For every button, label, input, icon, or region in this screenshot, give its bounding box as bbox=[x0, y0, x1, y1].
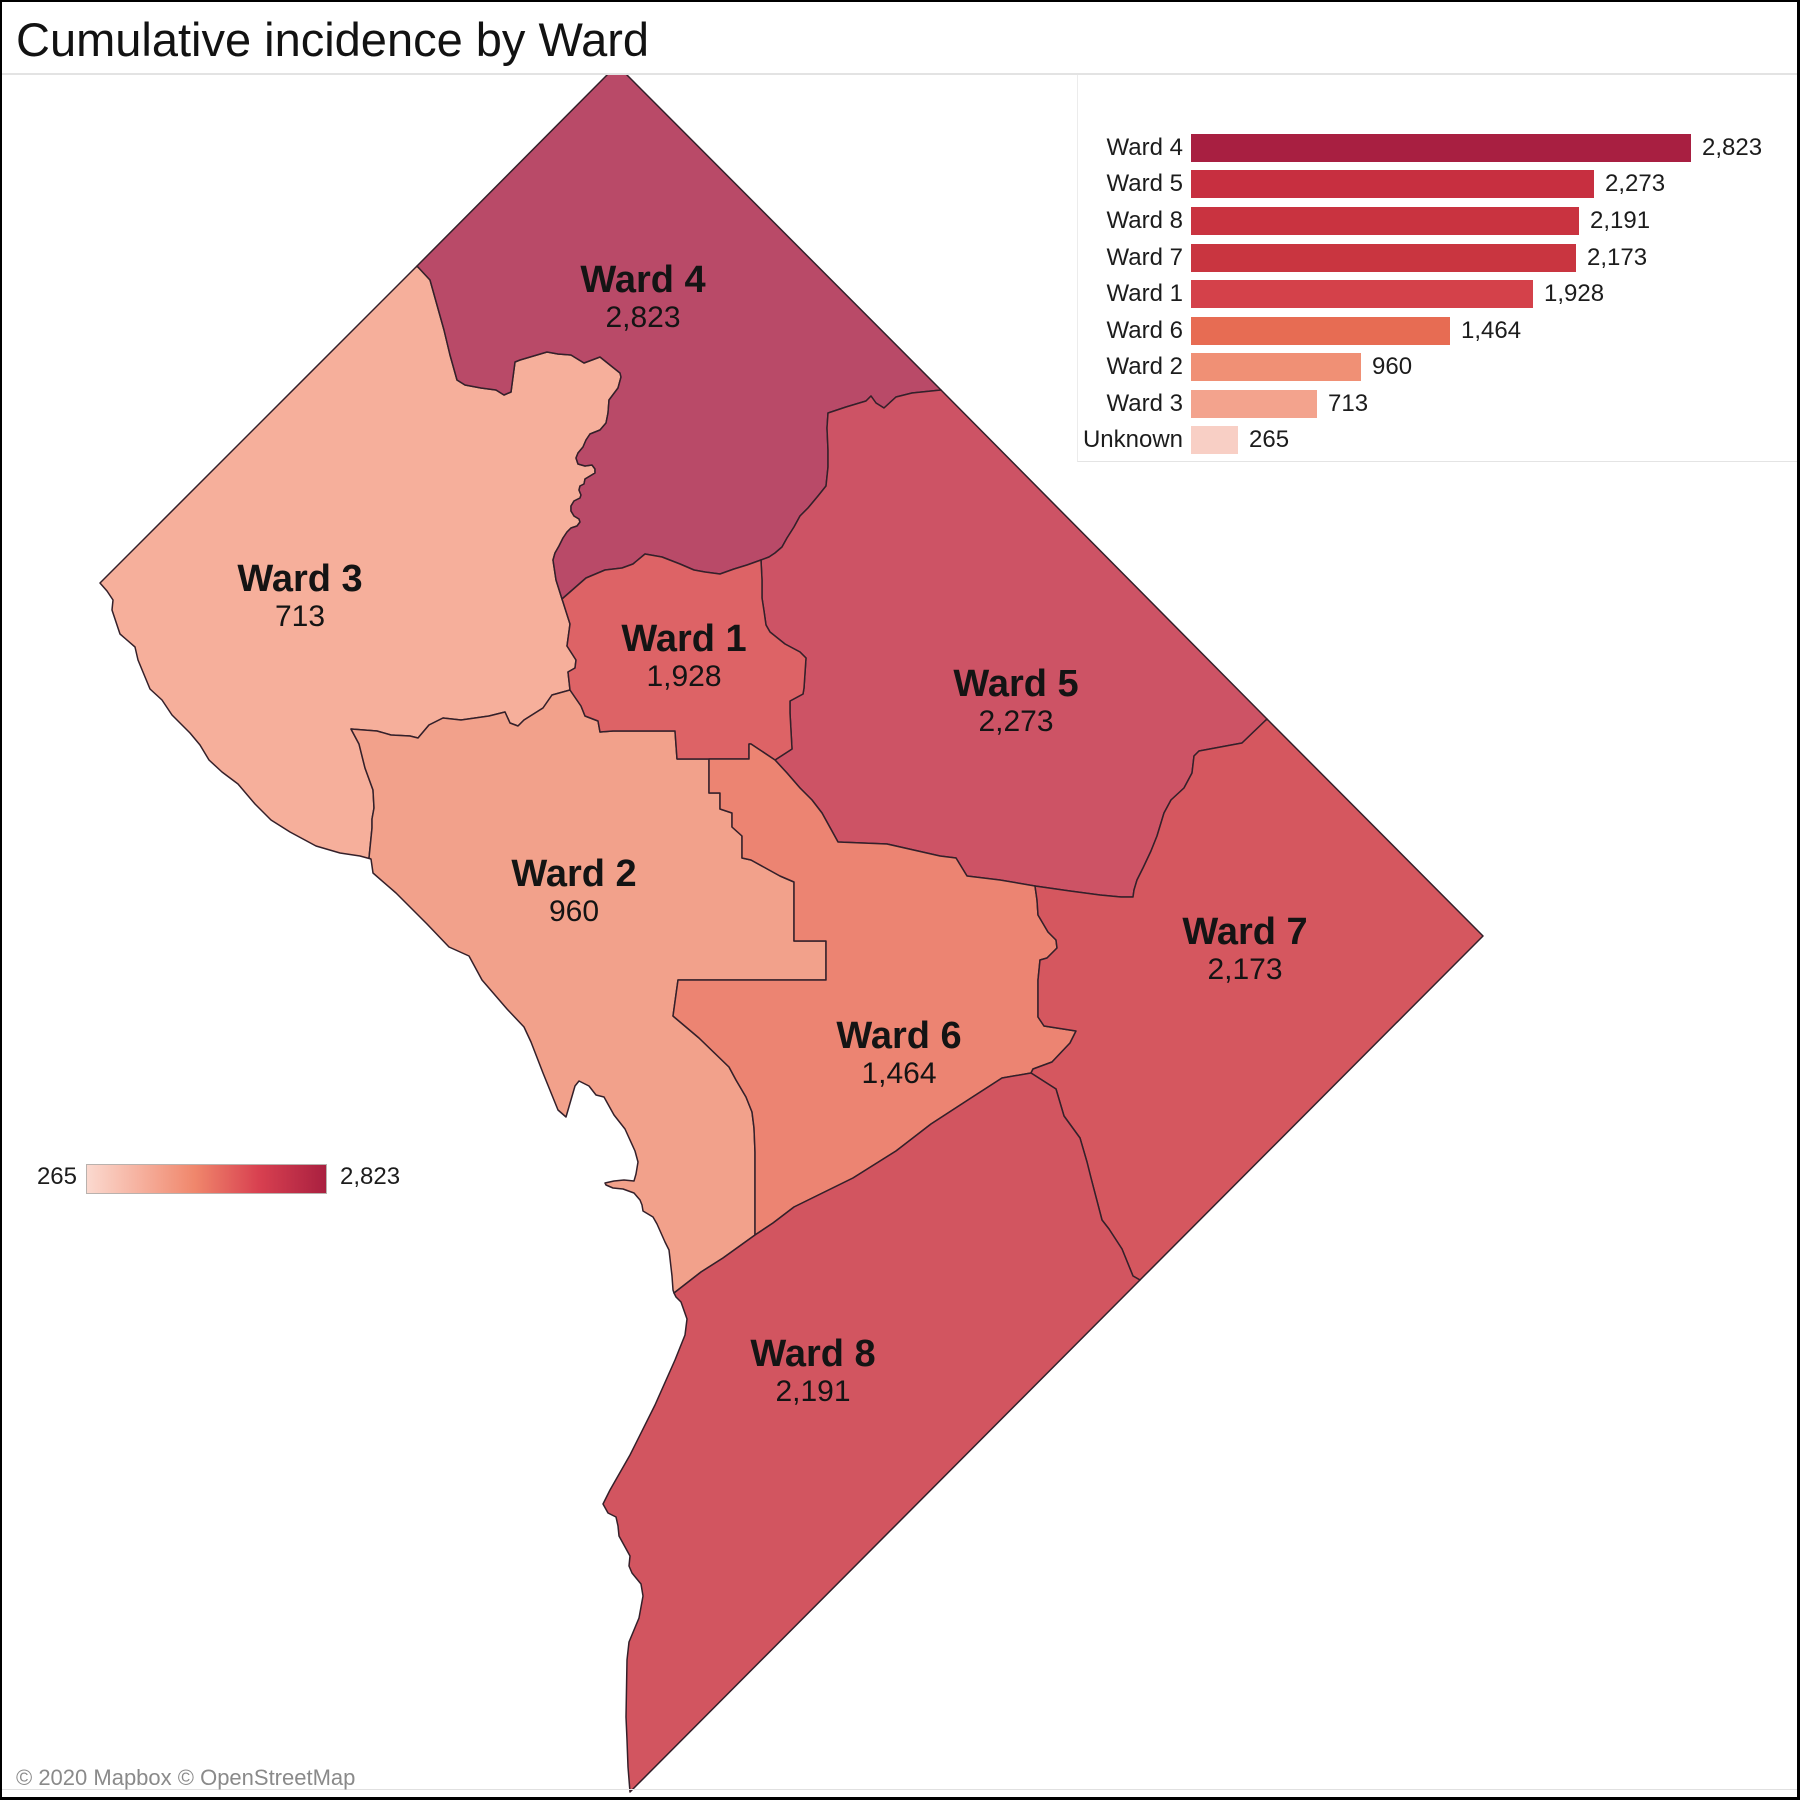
svg-text:2,823: 2,823 bbox=[605, 301, 680, 334]
svg-text:2,173: 2,173 bbox=[1207, 953, 1282, 986]
svg-text:1,464: 1,464 bbox=[861, 1057, 936, 1090]
svg-text:2,273: 2,273 bbox=[978, 705, 1053, 738]
svg-text:Ward 8: Ward 8 bbox=[750, 1333, 875, 1375]
svg-text:Ward 6: Ward 6 bbox=[836, 1015, 961, 1057]
svg-text:Ward 7: Ward 7 bbox=[1182, 911, 1307, 953]
svg-text:1,928: 1,928 bbox=[646, 660, 721, 693]
svg-text:713: 713 bbox=[275, 600, 325, 633]
svg-text:Ward 2: Ward 2 bbox=[511, 853, 636, 895]
svg-text:2,191: 2,191 bbox=[775, 1375, 850, 1408]
svg-text:Ward 5: Ward 5 bbox=[953, 663, 1078, 705]
svg-text:Ward 1: Ward 1 bbox=[621, 618, 746, 660]
svg-text:960: 960 bbox=[549, 895, 599, 928]
svg-text:Ward 4: Ward 4 bbox=[580, 259, 705, 301]
svg-text:Ward 3: Ward 3 bbox=[237, 558, 362, 600]
